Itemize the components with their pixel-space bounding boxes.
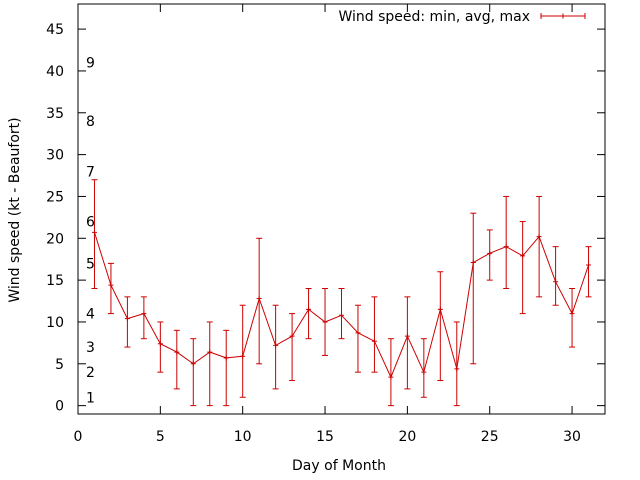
data-point bbox=[174, 349, 180, 355]
beaufort-label: 9 bbox=[86, 56, 95, 72]
y-tick-label: 20 bbox=[46, 231, 64, 247]
x-tick-label: 0 bbox=[74, 429, 83, 445]
x-axis-title: Day of Month bbox=[292, 458, 386, 474]
y-axis-title: Wind speed (kt - Beaufort) bbox=[7, 117, 23, 302]
beaufort-label: 4 bbox=[86, 307, 95, 323]
beaufort-label: 2 bbox=[86, 365, 95, 381]
y-tick-label: 35 bbox=[46, 106, 64, 122]
x-tick-label: 25 bbox=[481, 429, 499, 445]
data-point bbox=[470, 260, 476, 266]
y-tick-label: 5 bbox=[55, 357, 64, 373]
data-point bbox=[404, 333, 410, 339]
x-tick-label: 20 bbox=[398, 429, 416, 445]
data-point bbox=[487, 250, 493, 256]
data-point bbox=[569, 311, 575, 317]
x-axis-ticks: 0 5 10 15 20 25 30 bbox=[74, 4, 581, 445]
data-point bbox=[256, 296, 262, 302]
data-point bbox=[437, 306, 443, 312]
data-point bbox=[586, 262, 592, 268]
legend-swatch-point bbox=[560, 13, 566, 19]
data-point bbox=[207, 349, 213, 355]
data-point bbox=[454, 366, 460, 372]
data-point bbox=[223, 355, 229, 361]
beaufort-label: 5 bbox=[86, 256, 95, 272]
data-point bbox=[520, 253, 526, 259]
y-tick-label: 25 bbox=[46, 189, 64, 205]
data-point bbox=[289, 333, 295, 339]
y-tick-label: 15 bbox=[46, 273, 64, 289]
y-tick-label: 40 bbox=[46, 64, 64, 80]
data-point bbox=[157, 341, 163, 347]
beaufort-label: 6 bbox=[86, 215, 95, 231]
y-tick-label: 45 bbox=[46, 22, 64, 38]
data-point bbox=[306, 306, 312, 312]
data-point bbox=[108, 282, 114, 288]
data-point bbox=[339, 312, 344, 318]
y-tick-label: 30 bbox=[46, 148, 64, 164]
y-tick-label: 0 bbox=[55, 399, 64, 415]
data-point bbox=[536, 234, 542, 240]
data-point bbox=[273, 342, 279, 348]
data-point bbox=[503, 244, 509, 250]
x-tick-label: 5 bbox=[156, 429, 165, 445]
data-point bbox=[91, 229, 97, 235]
beaufort-label: 1 bbox=[86, 390, 95, 406]
data-point bbox=[421, 369, 427, 375]
data-point bbox=[371, 338, 377, 344]
data-point bbox=[553, 279, 559, 285]
beaufort-label: 3 bbox=[86, 340, 95, 356]
beaufort-scale-labels: 1 2 3 4 5 6 7 8 9 bbox=[86, 56, 95, 407]
beaufort-label: 7 bbox=[86, 164, 95, 180]
plot-frame bbox=[77, 3, 606, 415]
beaufort-label: 8 bbox=[86, 114, 95, 130]
legend: Wind speed: min, avg, max bbox=[338, 9, 586, 25]
data-point bbox=[124, 316, 130, 322]
data-points bbox=[91, 229, 592, 380]
error-bars bbox=[91, 179, 592, 407]
data-point bbox=[190, 361, 196, 367]
y-tick-label: 10 bbox=[46, 315, 64, 331]
data-point bbox=[322, 319, 328, 325]
data-point bbox=[240, 353, 246, 359]
x-tick-label: 30 bbox=[563, 429, 581, 445]
data-point bbox=[355, 330, 361, 336]
data-point bbox=[388, 374, 394, 380]
data-point bbox=[141, 311, 147, 317]
x-tick-label: 15 bbox=[316, 429, 334, 445]
legend-label: Wind speed: min, avg, max bbox=[338, 9, 530, 25]
x-tick-label: 10 bbox=[234, 429, 252, 445]
